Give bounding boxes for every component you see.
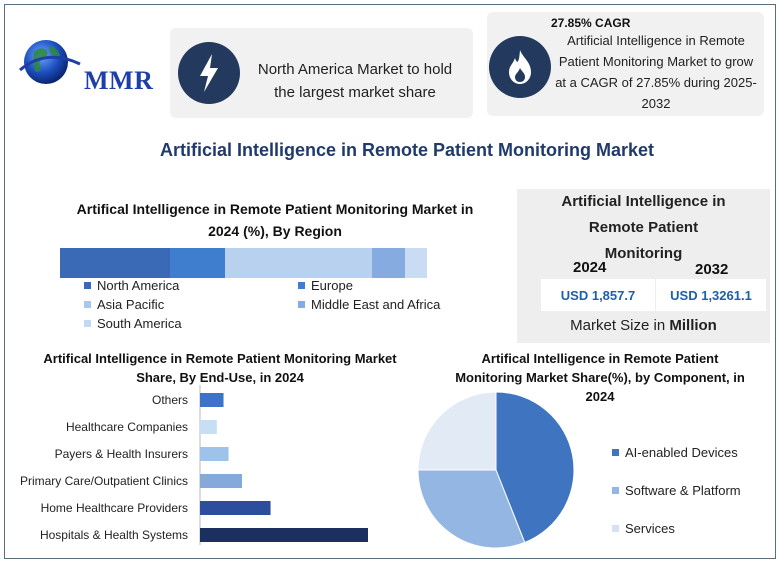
legend-item-north-america: North America: [84, 278, 179, 293]
region-highlight-text: North America Market to hold the largest…: [257, 61, 453, 101]
infographic-frame: [4, 4, 776, 559]
cagr-title: 27.85% CAGR: [551, 16, 631, 30]
region-bar-asia-pacific: [225, 248, 372, 278]
enduse-label-payers-health-insurers: Payers & Health Insurers: [55, 447, 188, 461]
region-chart-title: Artifical Intelligence in Remote Patient…: [76, 201, 474, 239]
enduse-label-others: Others: [152, 393, 188, 407]
legend-item-middle-east-and-africa: Middle East and Africa: [298, 297, 440, 312]
legend-label: Asia Pacific: [97, 297, 165, 312]
legend-label: AI-enabled Devices: [625, 445, 738, 460]
market-size-card: Artificial Intelligence in Remote Patien…: [517, 189, 770, 343]
legend-swatch: [298, 301, 305, 308]
enduse-bar-hospitals-health-systems: [200, 528, 368, 542]
legend-label: Services: [625, 521, 675, 536]
logo-text: MMR: [84, 66, 154, 95]
pie-slice-ai-enabled-devices: [495, 391, 575, 544]
enduse-label-healthcare-companies: Healthcare Companies: [66, 420, 188, 434]
legend-label: Middle East and Africa: [311, 297, 441, 312]
value-2024: USD 1,857.7: [541, 279, 655, 311]
enduse-chart-title: Artifical Intelligence in Remote Patient…: [43, 351, 397, 385]
legend-item-asia-pacific: Asia Pacific: [84, 297, 164, 312]
pie-slice-services: [417, 391, 497, 471]
unit-bold: Million: [669, 317, 717, 334]
enduse-label-primary-care-outpatient-clinics: Primary Care/Outpatient Clinics: [20, 474, 188, 488]
legend-label: South America: [97, 316, 182, 331]
region-highlight-card: North America Market to hold the largest…: [170, 28, 473, 118]
region-bar-north-america: [60, 248, 171, 278]
legend-swatch: [84, 301, 91, 308]
enduse-label-hospitals-health-systems: Hospitals & Health Systems: [40, 528, 188, 542]
page-title: Artificial Intelligence in Remote Patien…: [159, 140, 655, 160]
legend-label: Software & Platform: [625, 483, 741, 498]
component-pie-chart: [417, 391, 575, 549]
enduse-label-home-healthcare-providers: Home Healthcare Providers: [41, 501, 188, 515]
legend-item-services: Services: [612, 521, 675, 536]
legend-swatch: [612, 525, 619, 532]
legend-item-ai-enabled-devices: AI-enabled Devices: [612, 445, 738, 460]
enduse-bar-chart: Others Healthcare Companies Payers & Healt…: [20, 385, 368, 545]
globe-icon: [19, 40, 81, 84]
region-bar-europe: [170, 248, 226, 278]
value-2032: USD 1,3261.1: [656, 279, 766, 311]
legend-item-south-america: South America: [84, 316, 182, 331]
region-bar-south-america: [404, 248, 427, 278]
legend-swatch: [612, 487, 619, 494]
legend-label: North America: [97, 278, 180, 293]
pie-slice-software-platform: [417, 469, 526, 549]
legend-item-europe: Europe: [298, 278, 353, 293]
enduse-bar-home-healthcare-providers: [200, 501, 271, 515]
legend-label: Europe: [311, 278, 353, 293]
market-size-unit: Market Size in Million: [517, 317, 770, 334]
legend-swatch: [84, 282, 91, 289]
legend-swatch: [298, 282, 305, 289]
component-chart-title: Artifical Intelligence in Remote Patient…: [455, 351, 745, 404]
region-stacked-bar: [60, 248, 427, 278]
legend-swatch: [612, 449, 619, 456]
legend-item-software-platform: Software & Platform: [612, 483, 741, 498]
flame-icon: [489, 36, 551, 98]
unit-prefix: Market Size in: [570, 317, 666, 334]
enduse-bar-payers-health-insurers: [200, 447, 229, 461]
market-size-title: Artificial Intelligence in Remote Patien…: [561, 193, 726, 262]
mmr-logo: MMR: [14, 30, 164, 100]
cagr-card: 27.85% CAGR Artificial Intelligence in R…: [487, 12, 764, 116]
enduse-bar-primary-care-outpatient-clinics: [200, 474, 242, 488]
region-bar-middle-east-and-africa: [371, 248, 405, 278]
year-2024-label: 2024: [573, 259, 607, 276]
cagr-text: Artificial Intelligence in Remote Patien…: [555, 33, 757, 111]
lightning-bolt-icon: [178, 42, 240, 104]
enduse-bar-healthcare-companies: [200, 420, 217, 434]
year-2032-label: 2032: [695, 261, 729, 278]
enduse-bar-others: [200, 393, 224, 407]
legend-swatch: [84, 320, 91, 327]
